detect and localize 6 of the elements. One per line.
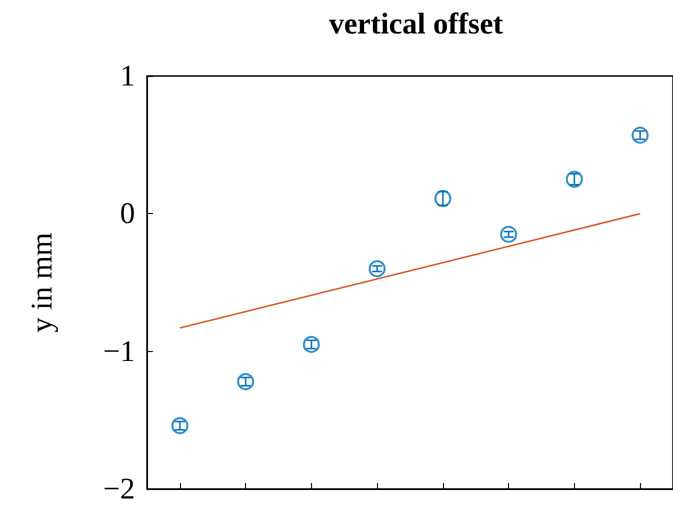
y-tick-label: 1 — [120, 60, 135, 92]
y-tick-label: −1 — [103, 334, 135, 368]
y-axis-title: y in mm — [26, 232, 58, 333]
y-tick-label: −2 — [103, 472, 135, 506]
chart-title: vertical offset — [328, 8, 504, 40]
y-tick-label: 0 — [120, 197, 135, 230]
